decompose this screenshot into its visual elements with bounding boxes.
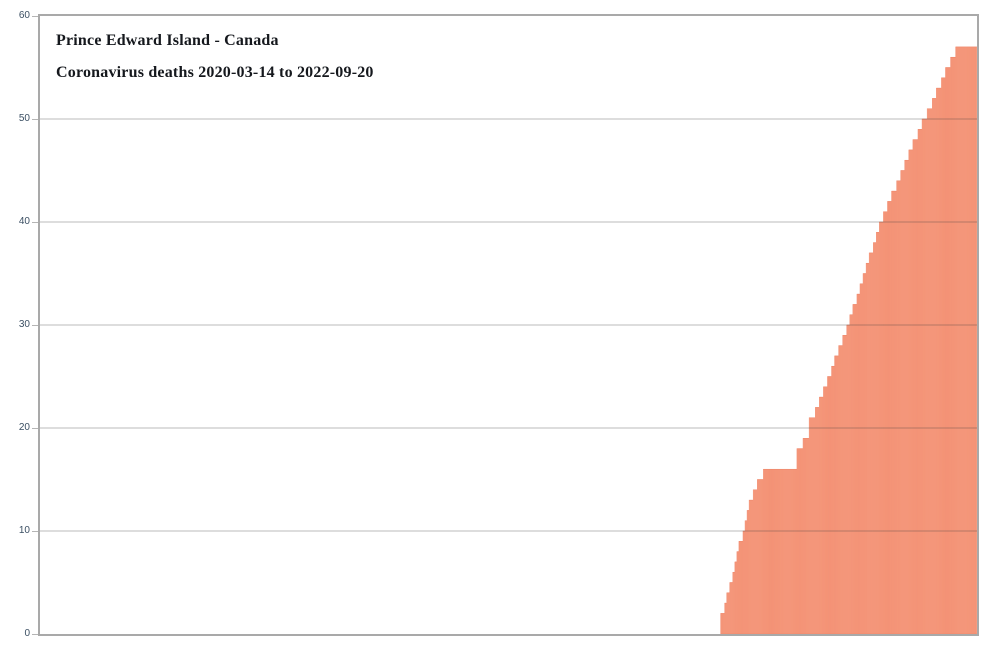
- y-axis-tick-mark: [32, 221, 39, 223]
- y-axis-tick-mark: [32, 324, 39, 326]
- daily-cumulative-bar: [975, 46, 977, 634]
- y-axis-tick-label: 60: [18, 10, 30, 21]
- bars-and-gridlines-layer: [40, 46, 977, 634]
- y-axis-tick-mark: [32, 427, 39, 429]
- y-axis-tick-mark: [32, 530, 39, 532]
- y-axis-tick-label: 30: [18, 319, 30, 330]
- y-axis-tick-label: 20: [18, 422, 30, 433]
- plot-area: [38, 14, 979, 636]
- y-axis-tick-mark: [32, 633, 39, 635]
- y-axis-tick-mark: [32, 15, 39, 17]
- y-axis-tick-label: 10: [18, 525, 30, 536]
- y-axis-tick-mark: [32, 118, 39, 120]
- y-axis-tick-label: 0: [24, 628, 30, 639]
- y-axis-tick-label: 50: [18, 113, 30, 124]
- y-axis-tick-label: 40: [18, 216, 30, 227]
- y-axis: 0 10 20 30 40 50 60: [0, 0, 40, 655]
